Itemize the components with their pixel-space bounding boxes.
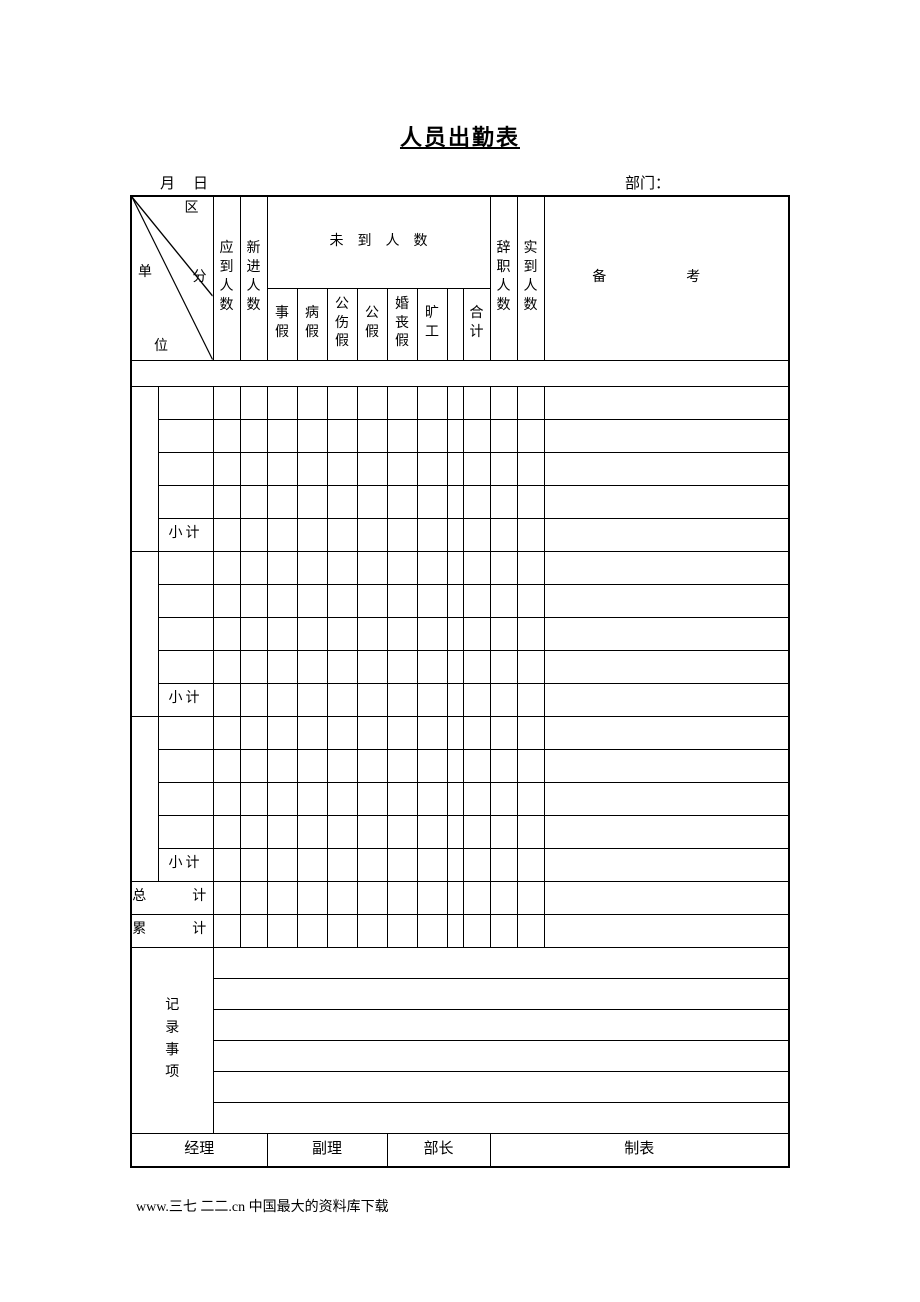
record-row <box>131 1009 789 1040</box>
table-row <box>131 485 789 518</box>
footer-text: www.三七 二二.cn 中国最大的资料库下载 <box>130 1196 790 1216</box>
sig-manager: 经理 <box>131 1133 267 1167</box>
page-title: 人员出勤表 <box>130 120 790 152</box>
total-row: 总 计 <box>131 881 789 914</box>
subtotal-row: 小计 <box>131 518 789 551</box>
col-attendance-due: 应到人数 <box>213 196 240 360</box>
col-blank <box>447 288 463 360</box>
col-newcomer: 新进人数 <box>240 196 267 360</box>
sig-preparer: 制表 <box>490 1133 789 1167</box>
col-subtotal: 合计 <box>463 288 490 360</box>
col-marriage-funeral: 婚丧假 <box>387 288 417 360</box>
col-actual: 实到人数 <box>517 196 544 360</box>
table-row <box>131 584 789 617</box>
col-resigned: 辞职人数 <box>490 196 517 360</box>
table-row <box>131 749 789 782</box>
col-personal-leave: 事假 <box>267 288 297 360</box>
sig-section-chief: 部长 <box>387 1133 490 1167</box>
record-row <box>131 1071 789 1102</box>
record-row <box>131 978 789 1009</box>
col-official-leave: 公假 <box>357 288 387 360</box>
table-row <box>131 617 789 650</box>
table-row <box>131 815 789 848</box>
col-sick-leave: 病假 <box>297 288 327 360</box>
diag-bottom: 位 <box>154 339 168 355</box>
record-row <box>131 1040 789 1071</box>
col-absenteeism: 旷工 <box>417 288 447 360</box>
group-absent: 未 到 人 数 <box>267 196 490 288</box>
sig-deputy: 副理 <box>267 1133 387 1167</box>
attendance-table: 区 分 单 位 应到人数 新进人数 未 到 人 数 辞职人数 实到人数 备考 事… <box>130 195 790 1168</box>
subtotal-row: 小计 <box>131 683 789 716</box>
diagonal-header: 区 分 单 位 <box>131 196 213 360</box>
record-row <box>131 1102 789 1133</box>
table-row <box>131 386 789 419</box>
signature-row: 经理 副理 部长 制表 <box>131 1133 789 1167</box>
table-row <box>131 419 789 452</box>
table-row <box>131 782 789 815</box>
col-injury-leave: 公伤假 <box>327 288 357 360</box>
table-row <box>131 452 789 485</box>
month-label: 月 <box>160 176 193 192</box>
table-row <box>131 650 789 683</box>
dept-label: 部门： <box>625 172 790 193</box>
subtotal-row: 小计 <box>131 848 789 881</box>
cumulative-row: 累 计 <box>131 914 789 947</box>
day-label: 日 <box>193 176 226 192</box>
record-items-label: 记录事项 <box>131 947 213 1133</box>
record-row: 记录事项 <box>131 947 789 978</box>
spacer-row <box>131 360 789 386</box>
table-row <box>131 551 789 584</box>
meta-row: 月日 部门： <box>130 172 790 193</box>
diag-top: 区 <box>185 201 199 217</box>
diag-mid: 分 <box>193 270 207 286</box>
diag-left: 单 <box>138 265 152 281</box>
table-row <box>131 716 789 749</box>
col-remark: 备考 <box>544 196 789 360</box>
